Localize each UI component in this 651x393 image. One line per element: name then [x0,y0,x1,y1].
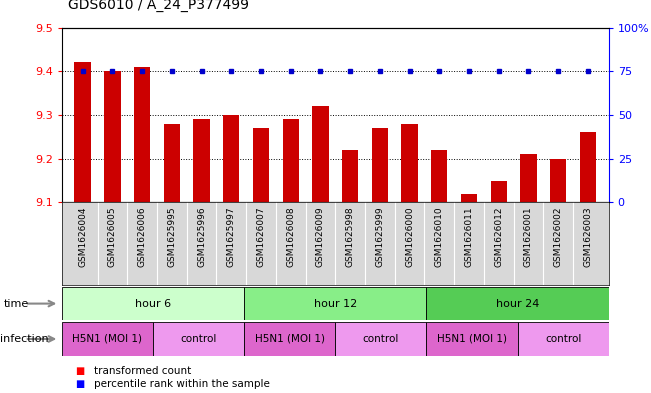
Bar [550,159,566,202]
Text: GSM1626009: GSM1626009 [316,207,325,267]
Text: GSM1626012: GSM1626012 [494,207,503,267]
Text: control: control [363,334,399,344]
Bar [342,150,358,202]
Text: GSM1626008: GSM1626008 [286,207,295,267]
Text: H5N1 (MOI 1): H5N1 (MOI 1) [437,334,507,344]
Bar [491,180,507,202]
Bar [402,124,418,202]
Text: GSM1626000: GSM1626000 [405,207,414,267]
Bar [223,115,240,202]
Text: GSM1625997: GSM1625997 [227,207,236,267]
Bar [74,62,91,202]
Text: percentile rank within the sample: percentile rank within the sample [94,379,270,389]
Bar [253,128,269,202]
Bar [461,194,477,202]
Text: GSM1626006: GSM1626006 [137,207,146,267]
Text: H5N1 (MOI 1): H5N1 (MOI 1) [255,334,325,344]
Bar [335,322,426,356]
Text: transformed count: transformed count [94,366,191,376]
Text: GSM1626011: GSM1626011 [465,207,473,267]
Bar [153,322,244,356]
Text: GSM1626004: GSM1626004 [78,207,87,267]
Text: time: time [3,299,29,309]
Bar [244,322,335,356]
Bar [579,132,596,202]
Text: control: control [180,334,217,344]
Bar [244,287,426,320]
Bar [431,150,447,202]
Bar [372,128,388,202]
Text: infection: infection [0,334,49,344]
Bar [520,154,536,202]
Bar [193,119,210,202]
Text: GSM1625996: GSM1625996 [197,207,206,267]
Text: hour 12: hour 12 [314,299,357,309]
Bar [312,106,329,202]
Text: GSM1626007: GSM1626007 [256,207,266,267]
Text: GSM1626002: GSM1626002 [553,207,562,267]
Text: GSM1625999: GSM1625999 [376,207,384,267]
Text: ■: ■ [75,379,84,389]
Text: H5N1 (MOI 1): H5N1 (MOI 1) [72,334,143,344]
Text: GSM1626001: GSM1626001 [524,207,533,267]
Bar [426,322,518,356]
Text: GDS6010 / A_24_P377499: GDS6010 / A_24_P377499 [68,0,249,12]
Bar [283,119,299,202]
Text: GSM1625998: GSM1625998 [346,207,355,267]
Text: hour 6: hour 6 [135,299,171,309]
Text: ■: ■ [75,366,84,376]
Bar [104,71,120,202]
Text: control: control [545,334,581,344]
Bar [518,322,609,356]
Bar [62,287,244,320]
Bar [426,287,609,320]
Bar [163,124,180,202]
Text: GSM1625995: GSM1625995 [167,207,176,267]
Bar [134,67,150,202]
Text: GSM1626010: GSM1626010 [435,207,444,267]
Text: hour 24: hour 24 [496,299,539,309]
Text: GSM1626005: GSM1626005 [108,207,117,267]
Text: GSM1626003: GSM1626003 [583,207,592,267]
Bar [62,322,153,356]
